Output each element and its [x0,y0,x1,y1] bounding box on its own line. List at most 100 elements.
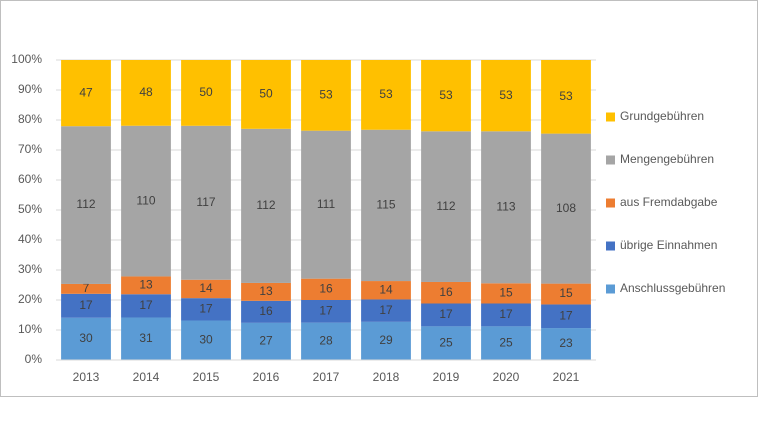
bar-segment [481,283,531,304]
bar-segment [181,298,231,321]
data-label: 15 [499,286,513,300]
data-label: 112 [76,197,95,211]
data-label: 14 [379,282,393,296]
data-label: 53 [439,88,453,102]
bar-segment [121,276,171,295]
bar-segment [361,129,411,282]
bar-segment [301,278,351,300]
y-tick-label: 40% [18,232,42,246]
data-label: 17 [199,302,213,316]
bar-segment [301,130,351,279]
data-label: 30 [199,332,213,346]
bar-segment [121,60,171,126]
y-tick-label: 100% [11,52,42,66]
bar-segment [541,304,591,329]
x-tick-label: 2020 [493,370,520,384]
bar-segment [421,281,471,304]
data-label: 17 [499,307,513,321]
bar-segment [541,328,591,360]
data-label: 15 [559,286,573,300]
legend-swatch [606,155,615,165]
data-label: 23 [559,336,573,350]
data-label: 112 [256,198,275,212]
data-label: 17 [319,304,333,318]
bar-segment [301,322,351,360]
bar-segment [61,126,111,284]
data-label: 115 [376,198,395,212]
bar-segment [181,320,231,360]
bar-segment [241,322,291,360]
data-label: 117 [196,195,215,209]
bar-segment [361,60,411,130]
y-tick-label: 80% [18,112,42,126]
bar-segment [121,317,171,360]
data-label: 13 [259,284,273,298]
legend-label: übrige Einnahmen [620,238,717,252]
bar-segment [181,125,231,280]
legend-label: Anschlussgebühren [620,281,725,295]
data-label: 47 [79,85,93,99]
x-tick-label: 2013 [73,370,100,384]
data-label: 27 [259,334,273,348]
bar-segment [61,317,111,360]
data-label: 17 [439,307,453,321]
data-label: 111 [317,197,336,211]
bar-segment [421,60,471,132]
data-label: 17 [379,303,393,317]
bar-segment [481,303,531,327]
x-tick-label: 2016 [253,370,280,384]
bar-segment [61,293,111,318]
data-label: 108 [556,201,576,215]
x-tick-label: 2014 [133,370,160,384]
data-label: 25 [499,335,513,349]
data-label: 50 [259,87,273,101]
y-tick-label: 70% [18,142,42,156]
data-label: 16 [439,285,453,299]
bar-segment [421,326,471,360]
bar-segment [121,294,171,318]
data-label: 53 [499,88,513,102]
legend-swatch [606,241,615,251]
bar-segment [301,300,351,323]
legend-label: Grundgebühren [620,109,704,123]
y-tick-label: 0% [25,352,43,366]
data-label: 112 [436,199,455,213]
data-label: 28 [319,334,333,348]
data-label: 17 [559,308,573,322]
data-label: 25 [439,335,453,349]
bar-segment [241,128,291,283]
legend-label: Mengengebühren [620,152,714,166]
bar-segment [241,300,291,323]
bar-segment [361,321,411,360]
data-label: 13 [139,278,153,292]
data-label: 30 [79,331,93,345]
bar-segment [181,279,231,299]
legend-swatch [606,198,615,208]
y-tick-label: 10% [18,322,42,336]
data-label: 50 [199,85,213,99]
data-label: 17 [139,298,153,312]
bar-segment [121,125,171,277]
y-tick-label: 30% [18,262,42,276]
bar-segment [541,133,591,284]
x-tick-label: 2015 [193,370,220,384]
bar-segment [181,60,231,126]
bar-segment [61,283,111,294]
bar-segment [241,60,291,129]
x-tick-label: 2018 [373,370,400,384]
y-tick-label: 50% [18,202,42,216]
bar-segment [481,60,531,132]
y-tick-label: 90% [18,82,42,96]
y-tick-label: 60% [18,172,42,186]
bar-segment [421,303,471,327]
bar-segment [421,131,471,282]
data-label: 110 [136,193,155,207]
bar-segment [361,299,411,322]
x-tick-label: 2019 [433,370,460,384]
bar-segment [361,281,411,300]
bar-segment [61,60,111,127]
data-label: 17 [79,298,93,312]
x-tick-label: 2021 [553,370,580,384]
data-label: 31 [139,331,153,345]
